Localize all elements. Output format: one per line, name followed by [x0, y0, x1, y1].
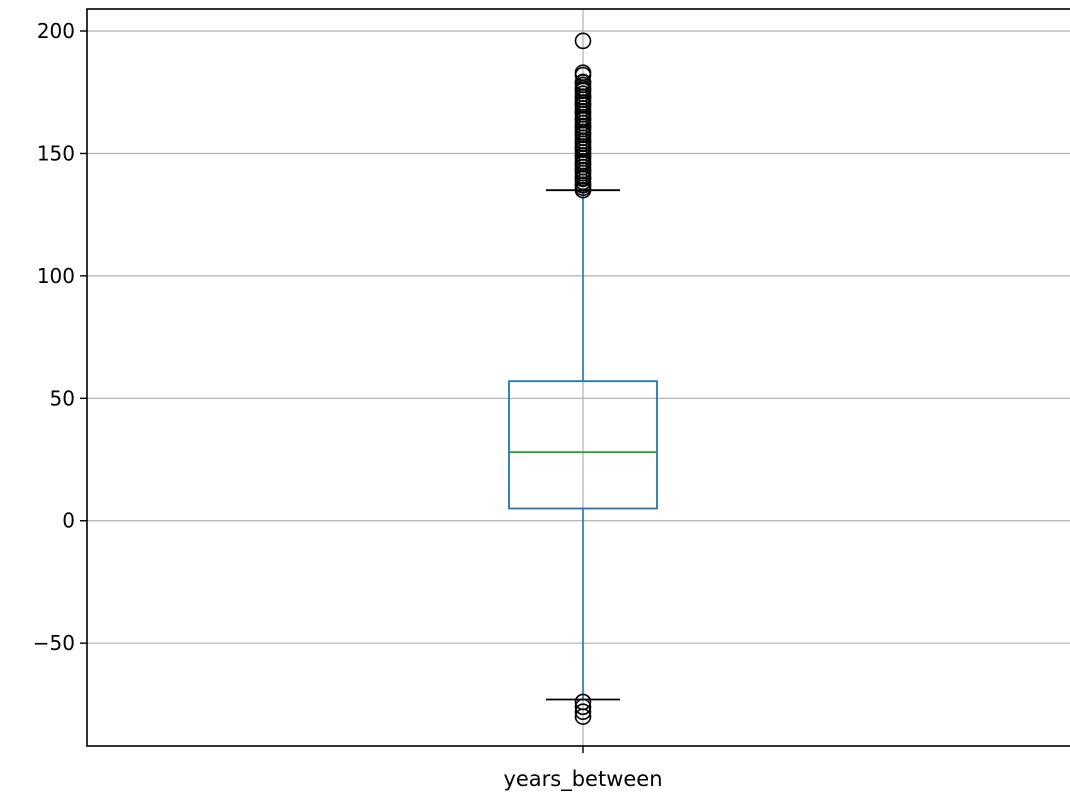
x-category-label: years_between — [503, 767, 662, 792]
outlier-markers — [574, 32, 592, 725]
grid-lines — [87, 9, 1070, 746]
y-tick-label: 100 — [37, 264, 75, 288]
y-tick-label: −50 — [33, 631, 75, 655]
plot-area-frame — [86, 8, 1070, 747]
outlier-point — [574, 32, 592, 50]
y-tick-label: 150 — [37, 141, 75, 165]
outlier-point — [574, 698, 592, 716]
outlier-point — [574, 703, 592, 721]
iqr-box — [508, 380, 658, 510]
outlier-point — [574, 708, 592, 725]
outlier-point — [574, 73, 592, 91]
axes: 200 150 100 50 0 −50 years_between — [33, 19, 663, 792]
y-tick-label: 200 — [37, 19, 75, 43]
y-tick-label: 50 — [50, 386, 75, 410]
y-tick-label: 0 — [62, 509, 75, 533]
